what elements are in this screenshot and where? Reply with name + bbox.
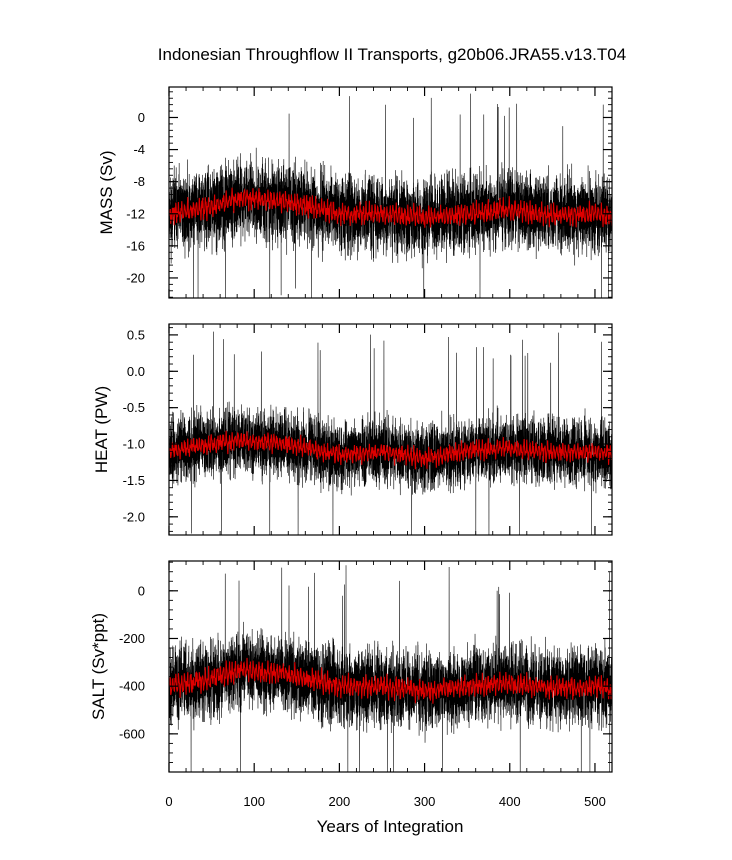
chart-title: Indonesian Throughflow II Transports, g2… — [158, 45, 626, 64]
mass-y-tick-label: -4 — [133, 142, 145, 157]
salt-x-tick-label: 200 — [329, 794, 351, 809]
x-axis-label: Years of Integration — [317, 817, 464, 836]
salt-panel: SALT (Sv*ppt) 0 -200 -400 -600 0 100 200 300 400… — [89, 560, 613, 809]
salt-y-axis-label: SALT (Sv*ppt) — [89, 613, 108, 720]
mass-y-tick-label: 0 — [138, 110, 145, 125]
salt-y-tick-label: -400 — [119, 679, 145, 694]
heat-y-tick-label: 0.5 — [127, 327, 145, 342]
salt-smoothed-series-line — [169, 657, 612, 704]
salt-y-tick-label: -600 — [119, 726, 145, 741]
mass-y-tick-label: -12 — [126, 206, 145, 221]
salt-y-tick-label: -200 — [119, 631, 145, 646]
heat-y-tick-label: -2.0 — [123, 509, 145, 524]
mass-smoothed-series-line — [169, 187, 612, 228]
mass-y-axis-label: MASS (Sv) — [97, 150, 116, 234]
mass-panel: MASS (Sv) 0 -4 -8 -12 -16 -20 — [97, 86, 613, 299]
salt-x-tick-label: 300 — [414, 794, 436, 809]
salt-x-tick-label: 100 — [243, 794, 265, 809]
salt-x-tick-label: 500 — [584, 794, 606, 809]
heat-y-tick-label: -0.5 — [123, 400, 145, 415]
heat-panel: HEAT (PW) 0.5 0.0 -0.5 -1.0 -1.5 -2.0 — [92, 323, 613, 536]
salt-y-tick-label: 0 — [138, 583, 145, 598]
heat-y-tick-label: -1.5 — [123, 473, 145, 488]
salt-x-tick-label: 400 — [499, 794, 521, 809]
heat-monthly-series-line — [169, 331, 612, 535]
heat-y-axis-label: HEAT (PW) — [92, 386, 111, 473]
heat-y-tick-label: -1.0 — [123, 437, 145, 452]
salt-x-tick-label: 0 — [165, 794, 172, 809]
mass-y-tick-label: -8 — [133, 174, 145, 189]
mass-y-tick-label: -16 — [126, 238, 145, 253]
mass-y-tick-label: -20 — [126, 270, 145, 285]
heat-smoothed-series-line — [169, 430, 612, 470]
heat-y-tick-label: 0.0 — [127, 364, 145, 379]
